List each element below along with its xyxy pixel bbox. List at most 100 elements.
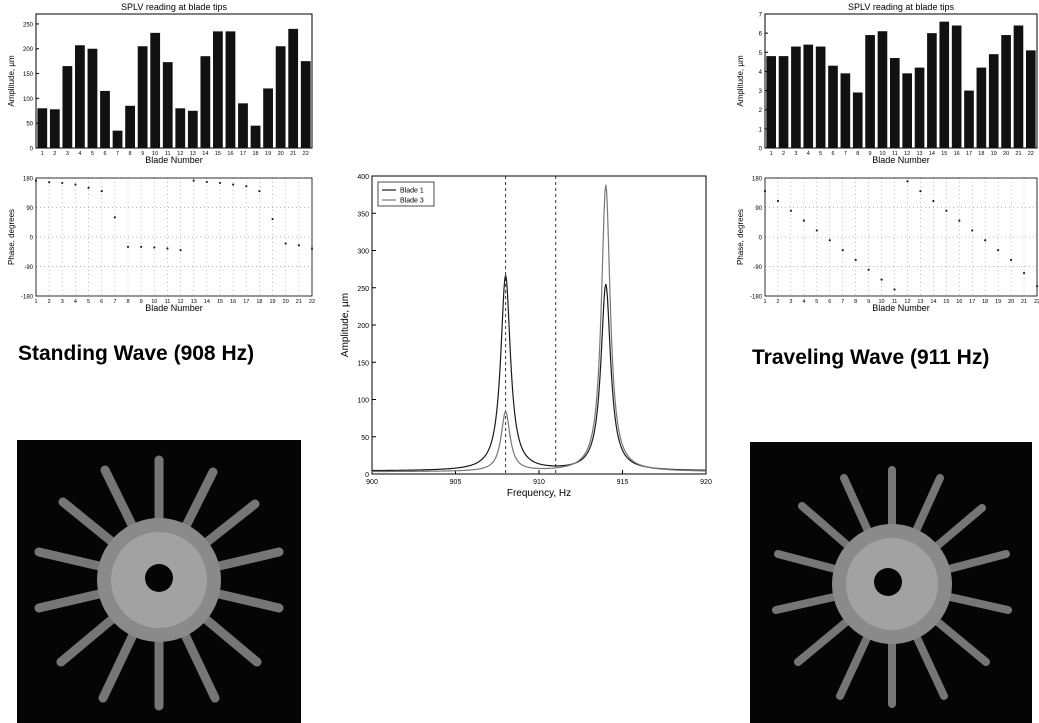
bar (175, 108, 186, 148)
data-point (245, 185, 248, 188)
legend-box (377, 181, 435, 207)
y-tick-label: 150 (357, 360, 369, 367)
bar (263, 88, 273, 148)
x-axis-label: Frequency, Hz (507, 488, 571, 499)
x-tick-label: 2 (53, 151, 56, 157)
bar (225, 31, 236, 149)
x-tick-label: 2 (782, 151, 785, 157)
data-point (34, 179, 38, 182)
bar (803, 44, 814, 148)
data-point (48, 181, 51, 184)
series-line (372, 184, 707, 473)
data-point (297, 244, 300, 247)
x-tick-label: 10 (152, 151, 158, 157)
x-tick-label: 4 (74, 299, 77, 305)
y-tick-label: -90 (753, 265, 762, 271)
standing-amplitude-chart: SPLV reading at blade tips05010015020025… (7, 2, 313, 165)
x-tick-label: 6 (103, 151, 106, 157)
y-tick-label: 5 (759, 51, 763, 57)
y-tick-label: 2 (759, 108, 763, 114)
x-tick-label: 4 (78, 151, 81, 157)
bar (288, 28, 299, 149)
y-tick-label: 0 (30, 147, 34, 153)
y-axis-label: Phase, degrees (736, 209, 745, 265)
x-tick-label: 20 (278, 151, 284, 157)
x-tick-label: 11 (892, 151, 898, 157)
x-tick-label: 12 (177, 151, 183, 157)
bar (137, 46, 148, 148)
x-tick-label: 5 (815, 299, 818, 305)
bar (927, 33, 937, 149)
chart-title: SPLV reading at blade tips (121, 2, 227, 12)
x-tick-label: 1 (763, 299, 766, 305)
y-tick-label: -180 (750, 295, 763, 301)
data-point (179, 249, 182, 252)
plot-frame (371, 175, 707, 475)
x-tick-label: 13 (190, 151, 196, 157)
y-tick-label: 90 (26, 206, 33, 212)
data-point (802, 219, 805, 222)
x-tick-label: 6 (100, 299, 103, 305)
x-tick-label: 920 (700, 479, 712, 486)
x-tick-label: 5 (87, 299, 90, 305)
x-tick-label: 8 (129, 151, 132, 157)
x-tick-label: 9 (867, 299, 870, 305)
data-point (100, 190, 103, 193)
x-tick-label: 21 (1021, 299, 1027, 305)
traveling-wave-caption: Traveling Wave (911 Hz) (752, 346, 990, 369)
data-point (166, 247, 169, 250)
disk-bore (874, 568, 902, 596)
x-tick-label: 3 (66, 151, 69, 157)
x-tick-label: 19 (995, 299, 1001, 305)
y-tick-label: 300 (357, 249, 369, 256)
data-point (932, 199, 935, 203)
x-tick-label: 18 (256, 299, 262, 305)
x-tick-label: 3 (61, 299, 64, 305)
bar (250, 125, 261, 148)
bar (840, 73, 851, 148)
bar (914, 67, 925, 148)
bar (62, 66, 73, 148)
data-point (997, 249, 1000, 252)
x-tick-label: 9 (869, 151, 872, 157)
x-tick-label: 910 (533, 479, 545, 486)
y-tick-label: 400 (357, 174, 369, 181)
data-point (153, 246, 156, 249)
y-tick-label: 250 (23, 22, 34, 28)
data-point (1035, 285, 1039, 288)
data-point (192, 179, 195, 182)
data-point (945, 209, 948, 212)
data-point (815, 229, 818, 232)
x-tick-label: 14 (204, 299, 210, 305)
y-tick-label: 150 (23, 72, 34, 78)
x-tick-label: 14 (929, 151, 935, 157)
x-tick-label: 4 (807, 151, 810, 157)
plot-frame (764, 13, 1038, 149)
x-tick-label: 21 (290, 151, 296, 157)
y-tick-label: 50 (361, 435, 369, 442)
x-tick-label: 18 (252, 151, 258, 157)
data-point (776, 199, 780, 203)
x-tick-label: 7 (841, 299, 844, 305)
data-point (789, 209, 793, 212)
x-tick-label: 18 (982, 299, 988, 305)
legend-label: Blade 1 (400, 188, 424, 195)
x-tick-label: 900 (366, 479, 378, 486)
x-tick-label: 1 (34, 299, 37, 305)
bar (815, 46, 826, 148)
x-axis-label: Blade Number (145, 155, 203, 165)
x-tick-label: 3 (794, 151, 797, 157)
bar (238, 103, 248, 148)
bar (902, 73, 913, 148)
y-tick-label: 100 (23, 97, 34, 103)
data-point (113, 216, 116, 219)
bar (1025, 50, 1036, 148)
x-tick-label: 2 (776, 299, 779, 305)
x-tick-label: 19 (991, 151, 997, 157)
bar (988, 54, 999, 149)
bar (125, 105, 135, 148)
x-tick-label: 1 (770, 151, 773, 157)
x-tick-label: 12 (904, 299, 910, 305)
